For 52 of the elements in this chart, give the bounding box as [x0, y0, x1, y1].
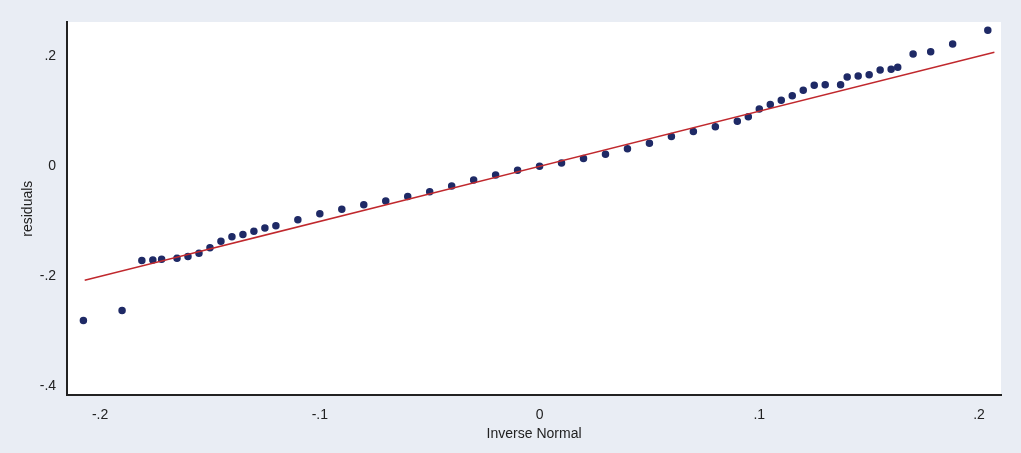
point	[272, 222, 280, 230]
point	[865, 71, 873, 79]
point	[810, 81, 818, 90]
point	[579, 154, 588, 163]
point	[338, 205, 346, 213]
point	[645, 139, 654, 147]
point	[138, 256, 146, 265]
point	[733, 117, 742, 125]
point	[926, 47, 935, 56]
point	[854, 72, 862, 80]
point	[667, 132, 676, 141]
x-tick-label: .2	[973, 405, 986, 422]
y-tick-label: .2	[44, 47, 57, 64]
point	[836, 81, 845, 89]
point	[316, 209, 324, 218]
point	[788, 92, 796, 100]
point	[360, 201, 368, 209]
point	[228, 233, 236, 241]
x-tick-label: -.1	[311, 405, 329, 422]
y-axis-title: residuals	[19, 180, 36, 237]
y-tick-label: 0	[48, 157, 57, 174]
point	[777, 96, 786, 104]
point	[909, 50, 917, 58]
point	[893, 63, 902, 71]
x-axis-title: Inverse Normal	[486, 425, 582, 442]
point	[689, 127, 698, 136]
point	[261, 224, 269, 232]
point	[766, 100, 775, 109]
point	[149, 256, 157, 264]
point	[799, 86, 807, 95]
point	[821, 81, 829, 89]
y-tick-label: -.4	[39, 377, 57, 394]
point	[118, 306, 126, 315]
point	[294, 215, 302, 224]
point	[887, 65, 895, 74]
point	[984, 26, 992, 35]
x-tick-label: 0	[535, 405, 544, 422]
point	[876, 66, 884, 74]
point	[239, 230, 247, 239]
point	[601, 150, 610, 158]
point	[250, 227, 258, 236]
point	[623, 144, 632, 153]
point	[711, 122, 720, 131]
point	[469, 176, 478, 184]
x-tick-label: .1	[753, 405, 766, 422]
point	[843, 73, 851, 81]
point	[948, 40, 957, 48]
y-tick-label: -.2	[39, 267, 57, 284]
x-tick-label: -.2	[91, 405, 109, 422]
point	[79, 316, 88, 325]
point	[217, 237, 225, 245]
point	[382, 197, 390, 205]
